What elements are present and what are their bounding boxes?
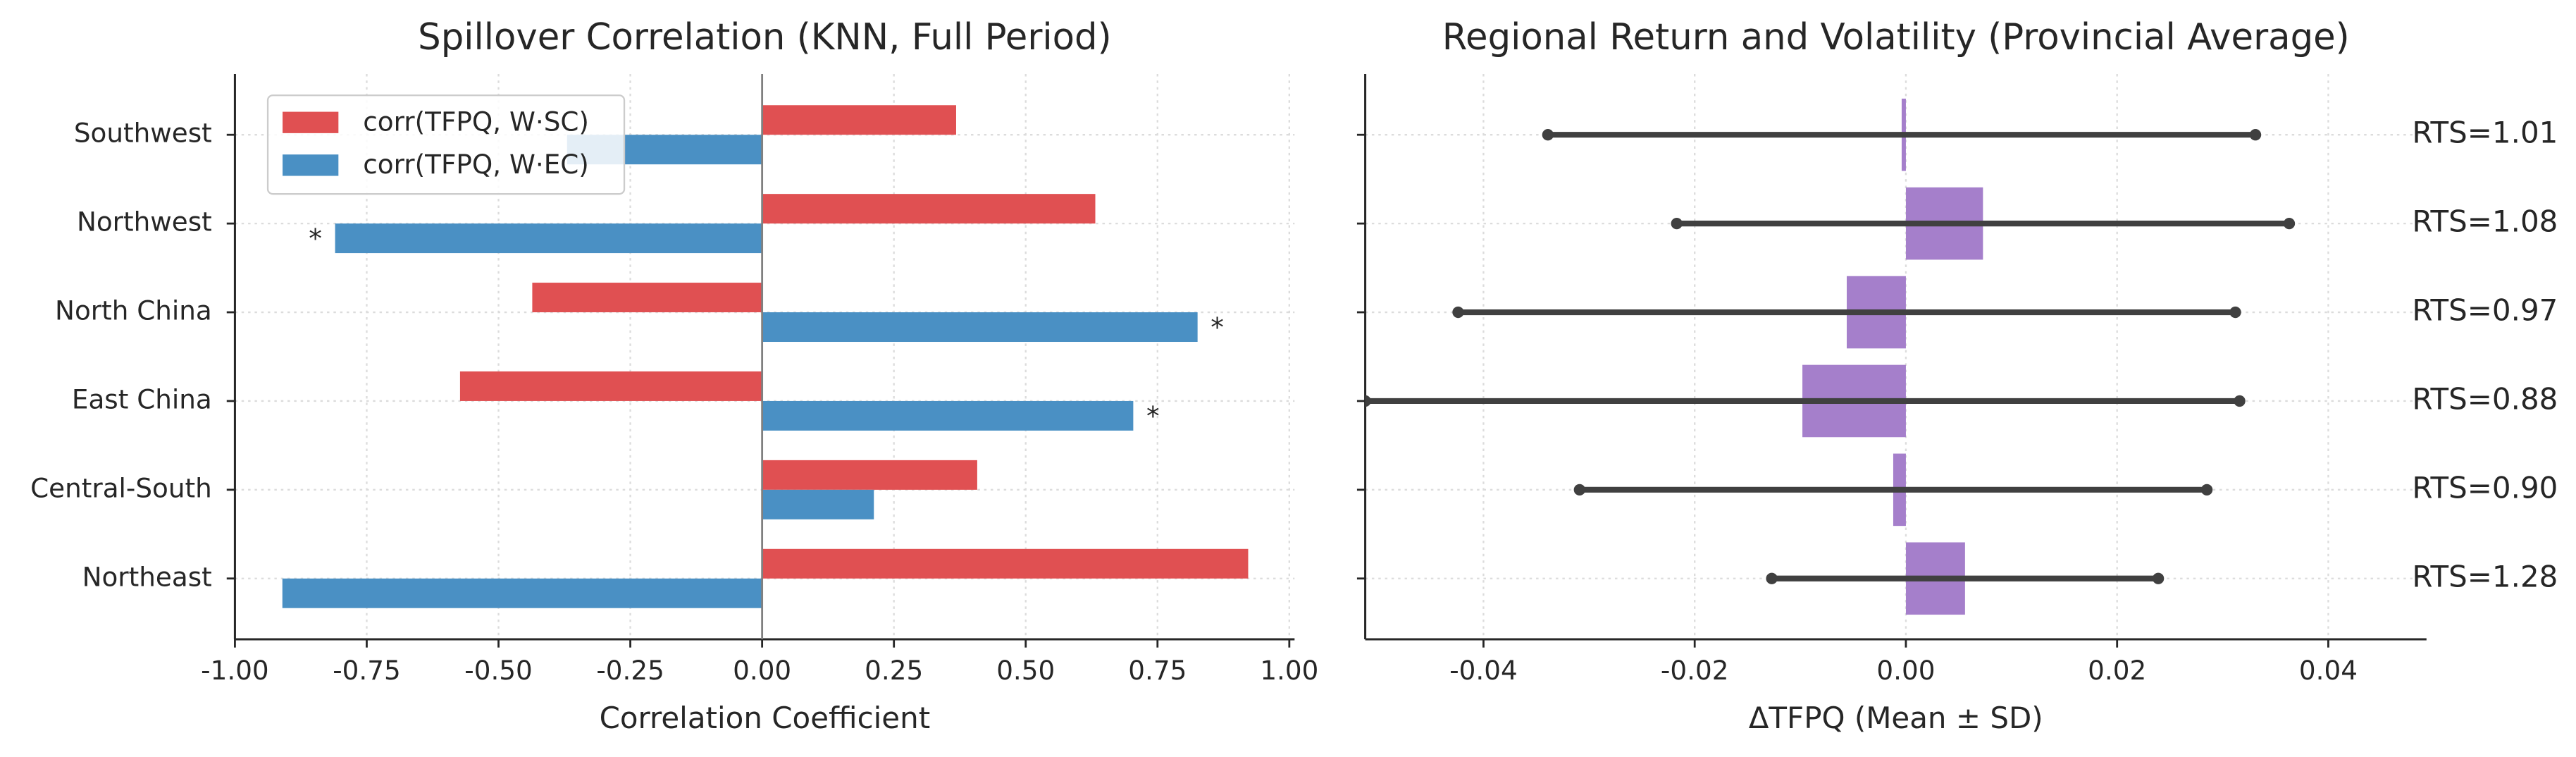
bar (532, 283, 762, 313)
bar (762, 548, 1249, 579)
legend-swatch (283, 111, 339, 133)
chart-title: Regional Return and Volatility (Provinci… (1442, 16, 2350, 59)
bar (459, 371, 762, 401)
significance-marker: * (309, 223, 322, 254)
legend-label: corr(TFPQ, W·SC) (363, 106, 589, 137)
bar (762, 105, 956, 135)
x-tick-label: 0.02 (2088, 655, 2146, 686)
x-axis-label: Correlation Coefficient (600, 701, 931, 735)
annotation: RTS=1.28 (2412, 559, 2558, 593)
y-tick-label: East China (72, 383, 212, 414)
annotation: RTS=0.88 (2412, 381, 2558, 416)
significance-marker: * (1210, 312, 1224, 343)
error-cap (2200, 484, 2213, 496)
bar (282, 578, 762, 608)
x-tick-label: -0.02 (1661, 655, 1729, 686)
annotation: RTS=1.08 (2412, 204, 2558, 239)
error-cap (2229, 306, 2241, 319)
x-tick-label: 0.75 (1128, 655, 1187, 686)
y-tick-label: Northwest (77, 207, 212, 238)
error-cap (2249, 129, 2262, 141)
legend: corr(TFPQ, W·SC) corr(TFPQ, W·EC) (266, 94, 626, 195)
error-cap (1766, 572, 1778, 584)
x-tick-label: 0.00 (733, 655, 791, 686)
x-tick-label: 0.50 (996, 655, 1055, 686)
x-tick-label: -0.75 (333, 655, 401, 686)
error-cap (1573, 484, 1585, 496)
bar (762, 489, 874, 519)
annotation: RTS=0.97 (2412, 293, 2558, 328)
error-cap (2283, 217, 2296, 230)
error-cap (2152, 572, 2165, 584)
x-axis-label: ΔTFPQ (Mean ± SD) (1749, 701, 2043, 735)
plot-area (1365, 98, 2296, 615)
y-tick-label: North China (55, 295, 212, 326)
x-tick-label: -0.04 (1449, 655, 1518, 686)
legend-swatch (283, 154, 339, 176)
x-tick-label: -0.25 (596, 655, 664, 686)
y-tick-label: Northeast (82, 561, 212, 592)
error-cap (1452, 306, 1464, 319)
bar (335, 223, 762, 254)
error-cap (1365, 395, 1371, 407)
chart-title: Spillover Correlation (KNN, Full Period) (418, 16, 1111, 59)
annotation: RTS=0.90 (2412, 470, 2558, 505)
y-tick-label: Southwest (74, 118, 212, 149)
y-tick-label: Central-South (30, 472, 212, 503)
bar (762, 400, 1134, 431)
x-tick-label: 0.25 (865, 655, 923, 686)
error-cap (1671, 217, 1683, 230)
x-tick-label: 1.00 (1260, 655, 1318, 686)
legend-box (266, 94, 626, 195)
annotation: RTS=1.01 (2412, 116, 2558, 150)
legend-label: corr(TFPQ, W·EC) (363, 149, 589, 180)
error-cap (1542, 129, 1554, 141)
significance-marker: * (1146, 400, 1160, 431)
x-tick-label: 0.04 (2299, 655, 2358, 686)
bar (762, 194, 1096, 224)
bar (762, 460, 977, 490)
x-tick-label: -0.50 (464, 655, 533, 686)
x-tick-label: 0.00 (1876, 655, 1935, 686)
x-tick-label: -1.00 (201, 655, 269, 686)
error-cap (2234, 395, 2246, 407)
bar (762, 312, 1198, 343)
